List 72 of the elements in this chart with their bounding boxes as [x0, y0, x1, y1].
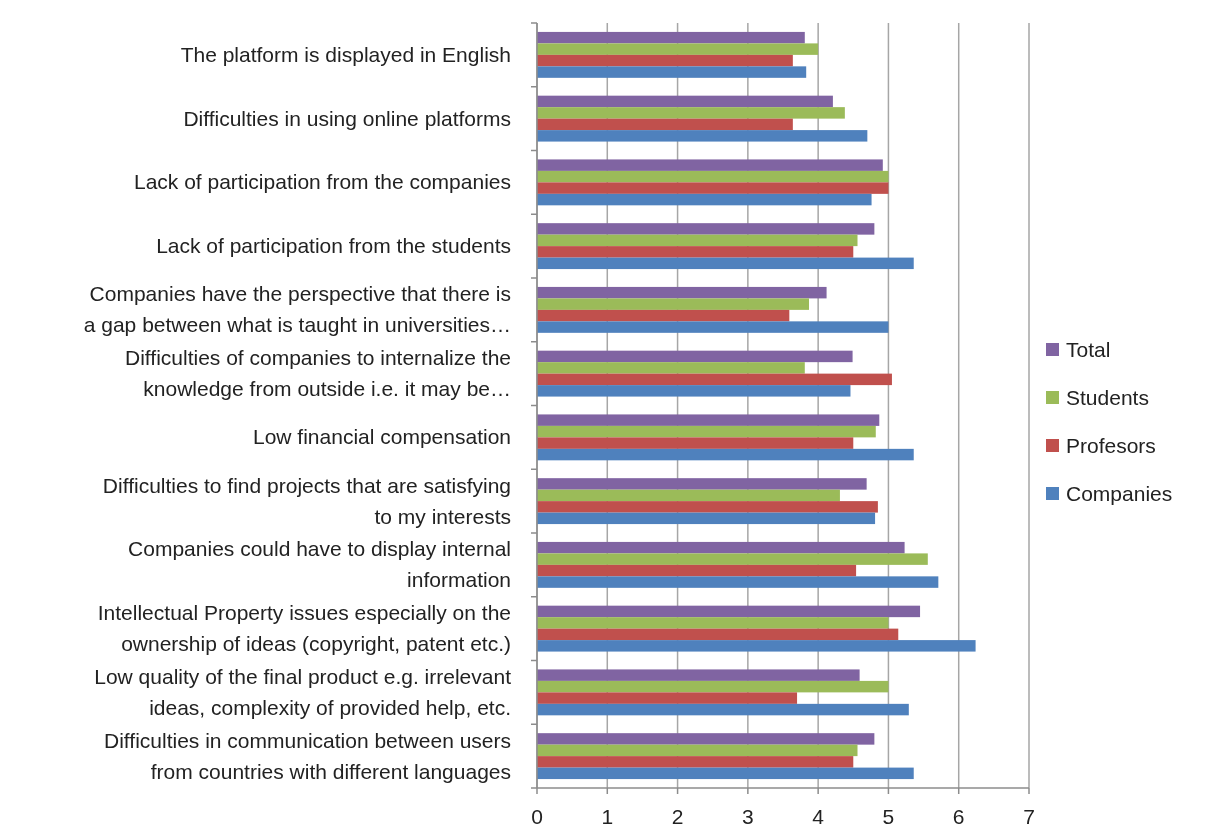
legend-label: Profesors [1066, 434, 1156, 457]
bar [537, 159, 883, 171]
bar [537, 362, 805, 374]
bar [537, 373, 892, 386]
bar [537, 564, 857, 577]
bar [537, 489, 840, 502]
bar [537, 182, 889, 194]
bar [537, 669, 860, 681]
y-tick-label: Difficulties in communication between users from countries with different languages [104, 728, 511, 783]
y-tick-label: The platform is displayed in English [180, 42, 511, 66]
bar [537, 767, 914, 780]
y-tick-label: Difficulties of companies to internalize the knowledge from outside i.e. it may be… [125, 346, 511, 401]
y-tick-label: Companies could have to display internal information [128, 537, 511, 592]
bar [537, 414, 880, 426]
bar [537, 501, 878, 513]
bar [537, 744, 858, 757]
bar [537, 628, 899, 641]
bar [537, 512, 876, 525]
bar [537, 298, 810, 310]
bar [537, 43, 819, 55]
x-tick-label: 0 [531, 805, 543, 828]
bar [537, 425, 876, 438]
x-tick-label: 7 [1023, 805, 1035, 828]
bar [537, 478, 867, 490]
bar [537, 321, 889, 333]
bar [537, 350, 853, 363]
legend-label: Companies [1066, 482, 1173, 505]
y-tick-label: Companies have the perspective that there is a gap between what is taught in universities… [83, 282, 511, 337]
y-tick-label: Low financial compensation [253, 425, 511, 449]
bar [537, 703, 909, 716]
x-tick-label: 3 [742, 805, 754, 828]
bar [537, 54, 793, 67]
x-tick-label: 4 [812, 805, 825, 828]
bar [537, 733, 875, 745]
legend-label: Students [1066, 386, 1149, 409]
bar [537, 605, 921, 618]
bar [537, 437, 854, 449]
bar [537, 309, 790, 322]
bar [537, 756, 854, 768]
bar [537, 107, 845, 119]
bar [537, 640, 976, 652]
y-tick-label: Lack of participation from the companies [133, 170, 511, 194]
bar [537, 246, 854, 258]
bar [537, 223, 875, 235]
bar [537, 234, 858, 247]
bar [537, 385, 851, 397]
bar [537, 95, 833, 108]
bar [537, 576, 939, 588]
y-tick-label: Difficulties to find projects that are satisfying to my interests [102, 473, 511, 528]
bar [537, 31, 805, 44]
bar [537, 553, 928, 565]
y-tick-label: Difficulties in using online platforms [183, 106, 511, 130]
bar [537, 193, 872, 206]
y-tick-label: Intellectual Property issues especially on the ownership of ideas (copyright, patent etc.) [97, 601, 511, 656]
bar [537, 680, 889, 693]
x-tick-label: 2 [671, 805, 684, 828]
bar [537, 130, 868, 142]
bar [537, 170, 889, 183]
y-tick-label: Low quality of the final product e.g. irrelevant ideas, complexity of provided help, etc. [94, 664, 512, 719]
legend-label: Total [1066, 338, 1111, 361]
bar [537, 118, 793, 131]
y-tick-label: Lack of participation from the students [156, 234, 511, 258]
bar [537, 617, 889, 629]
bar [537, 448, 914, 461]
x-tick-label: 6 [952, 805, 965, 828]
bar [537, 541, 905, 554]
x-tick-label: 1 [601, 805, 614, 828]
bar [537, 692, 798, 704]
x-tick-label: 5 [882, 805, 895, 828]
bar [537, 286, 827, 299]
bar [537, 257, 914, 270]
bar [537, 66, 807, 78]
